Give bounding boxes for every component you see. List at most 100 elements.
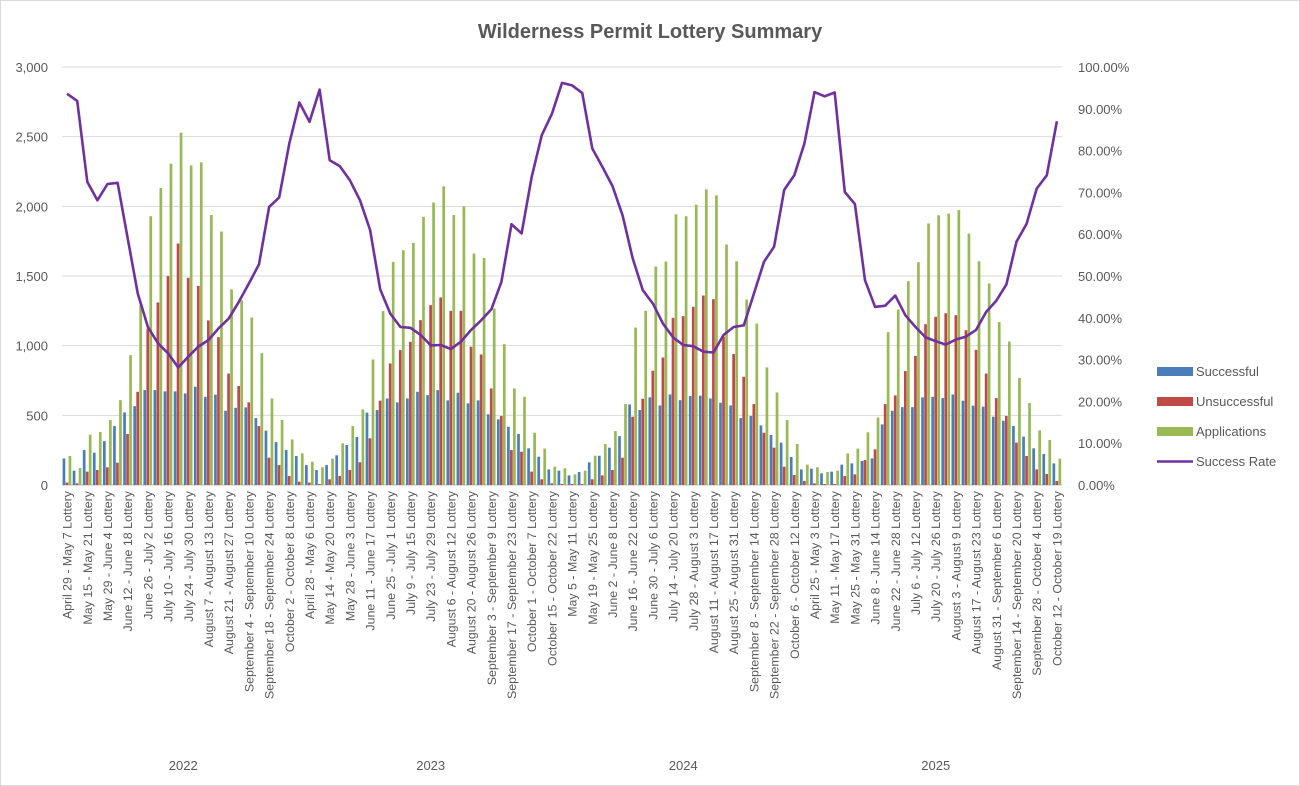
bar-unsuccessful (964, 330, 968, 485)
bar-unsuccessful (358, 462, 362, 485)
bar-applications (917, 262, 920, 485)
bar-successful (991, 416, 995, 485)
bar-applications (472, 253, 476, 485)
legend-label: Success Rate (1196, 454, 1276, 469)
bar-successful (476, 400, 480, 485)
category-label: August 25 - August 31 Lottery (727, 490, 741, 654)
bar-successful (547, 469, 551, 485)
bar-successful (426, 395, 429, 485)
bar-successful (557, 470, 561, 485)
bar-applications (280, 420, 284, 485)
category-label: April 29 - May 7 Lottery (61, 490, 75, 619)
bar-applications (1048, 439, 1052, 485)
bar-successful (173, 391, 177, 485)
bar-applications (482, 257, 486, 485)
category-label: April 25 - May 3 Lottery (808, 490, 822, 619)
bar-unsuccessful (469, 346, 473, 485)
bar-applications (947, 213, 951, 485)
bar-applications (351, 426, 355, 485)
category-label: September 3 - September 9 Lottery (485, 490, 499, 685)
bar-unsuccessful (974, 349, 978, 485)
legend-item-success-rate: Success Rate (1157, 454, 1276, 469)
bar-unsuccessful (732, 354, 735, 485)
bar-unsuccessful (570, 484, 574, 485)
bar-unsuccessful (883, 404, 887, 485)
bar-successful (1052, 463, 1056, 485)
category-label: July 23 - July 29 Lottery (424, 490, 438, 622)
category-label: September 22 - September 28 Lottery (768, 490, 782, 699)
bar-successful (1042, 454, 1046, 485)
legend-label: Unsuccessful (1196, 394, 1273, 409)
right-axis-tick-label: 50.00% (1078, 269, 1123, 284)
bar-unsuccessful (1015, 442, 1018, 485)
bar-applications (169, 163, 173, 485)
bar-successful (315, 469, 318, 485)
bar-applications (523, 396, 526, 485)
bar-unsuccessful (449, 310, 453, 485)
left-axis-tick-label: 3,000 (15, 60, 48, 75)
bar-successful (274, 442, 278, 485)
bar-successful (668, 394, 672, 485)
bar-unsuccessful (752, 404, 756, 485)
category-label: May 25 - May 31 Lottery (848, 490, 862, 624)
bar-successful (820, 473, 823, 485)
bar-successful (345, 445, 349, 485)
bar-successful (769, 434, 773, 485)
bar-applications (654, 266, 658, 485)
bar-successful (729, 405, 732, 485)
success-rate-line-group (66, 81, 1059, 369)
bar-applications (270, 398, 274, 485)
bar-applications (614, 431, 617, 485)
category-label: August 11 - August 17 Lottery (707, 490, 721, 653)
bar-successful (658, 405, 662, 485)
bar-applications (866, 432, 870, 485)
bar-successful (567, 475, 571, 485)
bar-unsuccessful (984, 373, 988, 485)
year-label: 2025 (921, 758, 950, 773)
bar-successful (1022, 436, 1025, 485)
bar-successful (830, 471, 833, 485)
category-label: July 20 - July 26 Lottery (929, 490, 943, 622)
bar-unsuccessful (762, 432, 766, 485)
bar-successful (597, 455, 601, 485)
category-label: June 16 - June 22 Lottery (626, 490, 640, 631)
bar-successful (355, 437, 359, 485)
bar-unsuccessful (479, 354, 483, 485)
bar-unsuccessful (196, 285, 200, 485)
bar-applications (210, 214, 213, 486)
bar-unsuccessful (338, 475, 342, 485)
bar-unsuccessful (651, 370, 655, 485)
bar-successful (214, 394, 217, 485)
bar-successful (305, 465, 308, 485)
bar-unsuccessful (217, 337, 220, 485)
bar-applications (755, 323, 759, 485)
category-label: August 17 - August 23 Lottery (970, 490, 984, 654)
bar-unsuccessful (540, 479, 544, 485)
bar-successful (375, 410, 379, 485)
bar-successful (385, 398, 389, 485)
bar-successful (931, 396, 934, 485)
legend-label: Applications (1196, 424, 1267, 439)
bar-successful (456, 392, 460, 485)
category-label: July 6 - July 12 Lottery (909, 490, 923, 615)
bar-unsuccessful (277, 465, 281, 485)
bar-successful (941, 398, 945, 485)
bar-unsuccessful (580, 484, 584, 485)
bar-successful (82, 450, 86, 485)
bar-applications (805, 464, 809, 485)
bar-applications (129, 355, 132, 485)
bar-applications (68, 456, 72, 485)
bar-applications (452, 214, 456, 486)
bar-unsuccessful (318, 484, 321, 485)
category-label: September 28 - October 4 Lottery (1030, 490, 1044, 675)
bar-successful (395, 402, 399, 485)
bar-applications (98, 432, 102, 485)
bar-successful (981, 406, 985, 485)
category-label: August 6 - August 12 Lottery (444, 490, 458, 647)
bar-successful (325, 465, 328, 485)
category-label: May 29 - June 4 Lottery (101, 490, 115, 621)
bar-unsuccessful (621, 457, 624, 485)
bar-successful (840, 464, 844, 485)
bar-unsuccessful (136, 391, 140, 485)
